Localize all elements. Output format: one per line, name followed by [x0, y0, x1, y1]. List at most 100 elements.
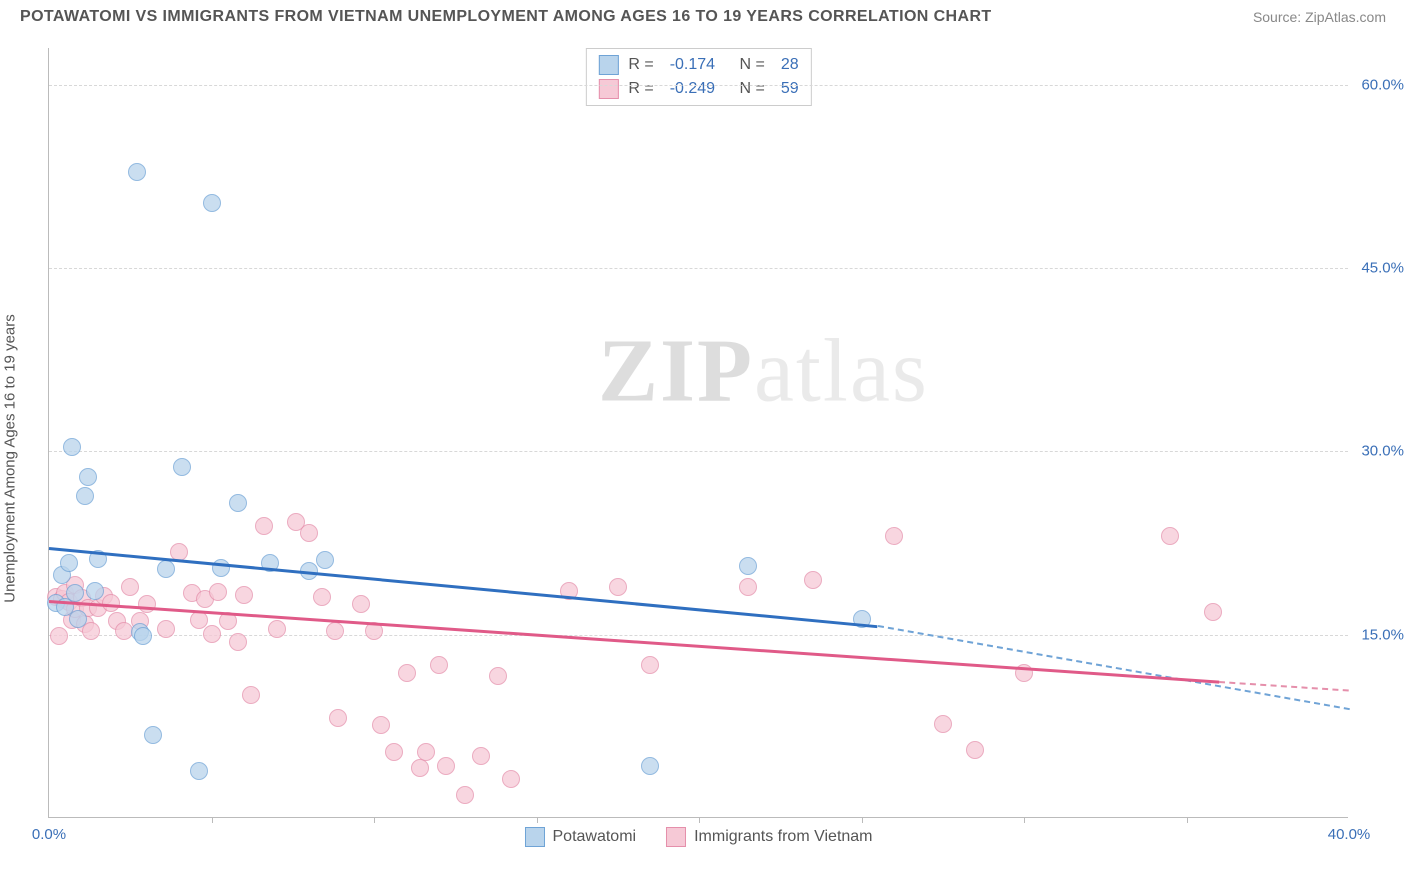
data-point	[502, 770, 520, 788]
data-point	[326, 622, 344, 640]
y-tick-label: 30.0%	[1354, 443, 1404, 460]
data-point	[235, 586, 253, 604]
data-point	[411, 759, 429, 777]
data-point	[456, 786, 474, 804]
data-point	[313, 588, 331, 606]
data-point	[1204, 603, 1222, 621]
gridline-h	[49, 451, 1348, 452]
source-label: Source: ZipAtlas.com	[1253, 9, 1386, 25]
data-point	[157, 620, 175, 638]
data-point	[229, 494, 247, 512]
data-point	[63, 438, 81, 456]
r-label: R =	[628, 53, 653, 77]
r-value-0: -0.174	[670, 53, 715, 77]
data-point	[437, 757, 455, 775]
watermark: ZIPatlas	[598, 319, 929, 422]
data-point	[268, 620, 286, 638]
legend-swatch-0	[524, 827, 544, 847]
data-point	[209, 583, 227, 601]
trend-line	[49, 600, 1219, 684]
legend-item-0: Potawatomi	[524, 827, 636, 847]
data-point	[86, 582, 104, 600]
data-point	[430, 656, 448, 674]
y-tick-label: 15.0%	[1354, 626, 1404, 643]
y-tick-label: 45.0%	[1354, 260, 1404, 277]
data-point	[739, 578, 757, 596]
legend-swatch-1	[666, 827, 686, 847]
data-point	[203, 625, 221, 643]
swatch-series-0	[598, 55, 618, 75]
data-point	[316, 551, 334, 569]
stats-row-series-0: R = -0.174 N = 28	[598, 53, 798, 77]
x-tick-mark	[374, 817, 375, 823]
n-label: N =	[740, 53, 765, 77]
data-point	[641, 656, 659, 674]
x-tick-mark	[212, 817, 213, 823]
data-point	[190, 762, 208, 780]
x-tick-mark	[1187, 817, 1188, 823]
data-point	[255, 517, 273, 535]
data-point	[76, 487, 94, 505]
data-point	[203, 194, 221, 212]
gridline-h	[49, 85, 1348, 86]
data-point	[966, 741, 984, 759]
bottom-legend: Potawatomi Immigrants from Vietnam	[524, 827, 872, 847]
data-point	[66, 584, 84, 602]
x-tick-mark	[537, 817, 538, 823]
r-label: R =	[628, 77, 653, 101]
y-tick-label: 60.0%	[1354, 76, 1404, 93]
data-point	[121, 578, 139, 596]
data-point	[173, 458, 191, 476]
chart-title: POTAWATOMI VS IMMIGRANTS FROM VIETNAM UN…	[20, 8, 992, 26]
data-point	[60, 554, 78, 572]
x-tick-label: 0.0%	[32, 826, 66, 843]
plot-area: ZIPatlas R = -0.174 N = 28 R = -0.249 N …	[48, 48, 1348, 818]
data-point	[229, 633, 247, 651]
data-point	[372, 716, 390, 734]
data-point	[50, 627, 68, 645]
watermark-zip: ZIP	[598, 321, 754, 420]
n-value-0: 28	[781, 53, 799, 77]
data-point	[69, 610, 87, 628]
data-point	[300, 524, 318, 542]
r-value-1: -0.249	[670, 77, 715, 101]
stats-legend-box: R = -0.174 N = 28 R = -0.249 N = 59	[585, 48, 811, 106]
data-point	[79, 468, 97, 486]
x-tick-mark	[699, 817, 700, 823]
n-label: N =	[740, 77, 765, 101]
data-point	[398, 664, 416, 682]
x-tick-mark	[862, 817, 863, 823]
watermark-atlas: atlas	[754, 321, 929, 420]
data-point	[144, 726, 162, 744]
swatch-series-1	[598, 79, 618, 99]
data-point	[242, 686, 260, 704]
chart-area: Unemployment Among Ages 16 to 19 years Z…	[0, 30, 1406, 870]
data-point	[417, 743, 435, 761]
data-point	[489, 667, 507, 685]
data-point	[641, 757, 659, 775]
legend-label-0: Potawatomi	[552, 828, 636, 846]
data-point	[804, 571, 822, 589]
data-point	[609, 578, 627, 596]
data-point	[385, 743, 403, 761]
x-tick-label: 40.0%	[1328, 826, 1371, 843]
data-point	[134, 627, 152, 645]
data-point	[352, 595, 370, 613]
n-value-1: 59	[781, 77, 799, 101]
data-point	[212, 559, 230, 577]
data-point	[1161, 527, 1179, 545]
data-point	[934, 715, 952, 733]
data-point	[138, 595, 156, 613]
stats-row-series-1: R = -0.249 N = 59	[598, 77, 798, 101]
legend-item-1: Immigrants from Vietnam	[666, 827, 872, 847]
data-point	[885, 527, 903, 545]
data-point	[329, 709, 347, 727]
gridline-h	[49, 268, 1348, 269]
header: POTAWATOMI VS IMMIGRANTS FROM VIETNAM UN…	[0, 0, 1406, 30]
data-point	[157, 560, 175, 578]
x-tick-mark	[1024, 817, 1025, 823]
data-point	[739, 557, 757, 575]
data-point	[128, 163, 146, 181]
data-point	[472, 747, 490, 765]
y-axis-label: Unemployment Among Ages 16 to 19 years	[2, 314, 19, 603]
